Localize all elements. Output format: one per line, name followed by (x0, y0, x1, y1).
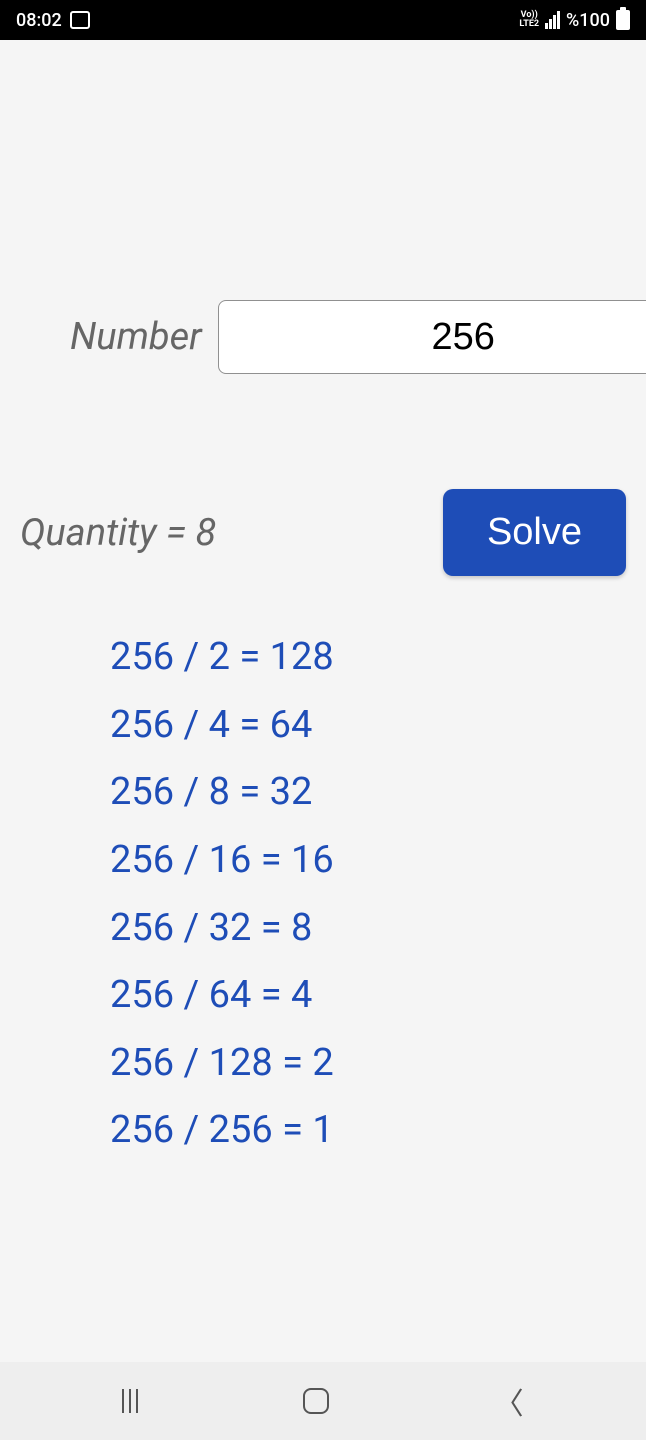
lte-icon: Vo)) LTE2 (519, 11, 539, 29)
result-line: 256 / 16 = 16 (110, 827, 626, 895)
status-bar: 08:02 Vo)) LTE2 %100 (0, 0, 646, 40)
quantity-label: Quantity = 8 (20, 511, 216, 555)
result-line: 256 / 32 = 8 (110, 895, 626, 963)
signal-icon (545, 11, 560, 29)
input-wrapper (218, 300, 646, 374)
picture-icon (70, 11, 90, 29)
content-area: Number Quantity = 8 Solve 256 / 2 = 128 … (0, 40, 646, 1362)
status-time: 08:02 (16, 10, 62, 31)
result-line: 256 / 64 = 4 (110, 962, 626, 1030)
nav-home-button[interactable] (303, 1388, 329, 1414)
status-left: 08:02 (16, 10, 90, 31)
input-row: Number (20, 300, 626, 374)
solve-button[interactable]: Solve (443, 489, 626, 576)
status-right: Vo)) LTE2 %100 (519, 10, 630, 31)
result-line: 256 / 256 = 1 (110, 1097, 626, 1165)
battery-percent: %100 (566, 10, 610, 31)
result-line: 256 / 4 = 64 (110, 692, 626, 760)
result-line: 256 / 2 = 128 (110, 624, 626, 692)
number-label: Number (70, 315, 202, 359)
action-row: Quantity = 8 Solve (20, 489, 626, 576)
battery-icon (616, 10, 630, 30)
result-line: 256 / 128 = 2 (110, 1030, 626, 1098)
result-line: 256 / 8 = 32 (110, 759, 626, 827)
number-input[interactable] (218, 300, 646, 374)
results-list: 256 / 2 = 128 256 / 4 = 64 256 / 8 = 32 … (110, 624, 626, 1165)
navigation-bar: 〈 (0, 1362, 646, 1440)
nav-back-button[interactable]: 〈 (494, 1379, 524, 1423)
nav-recents-button[interactable] (122, 1389, 138, 1413)
